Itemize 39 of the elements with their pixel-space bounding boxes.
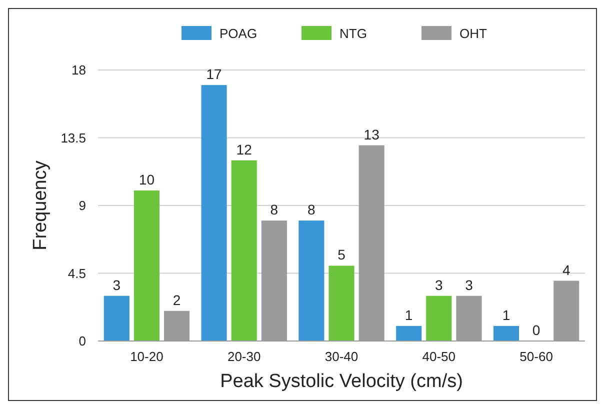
y-axis-title: Frequency [30,160,51,250]
x-tick-label: 30-40 [324,349,358,364]
bar [298,220,324,341]
data-label: 3 [465,276,474,293]
bar [493,326,520,341]
data-label: 0 [532,322,540,338]
data-label: 5 [338,246,346,263]
x-tick-label: 10-20 [130,349,164,364]
legend-label: NTG [340,26,367,41]
bar [396,326,422,341]
x-tick-label: 40-50 [422,349,456,364]
data-label: 13 [364,126,380,142]
legend-label: OHT [460,26,487,41]
x-axis-title: Peak Systolic Velocity (cm/s) [220,371,463,392]
data-label: 2 [172,292,181,308]
y-tick-label: 4.5 [68,266,86,281]
data-label: 12 [236,141,252,158]
y-tick-label: 13.5 [60,130,86,146]
x-tick-label: 50-60 [520,349,553,364]
bar [231,160,257,341]
data-label: 8 [308,202,316,218]
data-label: 4 [562,262,570,278]
data-label: 17 [206,66,222,82]
data-label: 8 [270,202,278,218]
bar [328,266,354,341]
data-label: 10 [138,171,155,188]
legend-label: POAG [220,26,258,41]
data-label: 1 [404,306,413,323]
y-tick-label: 0 [78,334,86,349]
x-tick-label: 20-30 [227,349,261,364]
y-tick-label: 9 [78,198,86,214]
data-label: 3 [112,276,121,293]
y-tick-label: 18 [72,62,86,78]
bar [134,190,160,341]
bar [201,85,227,341]
bar [426,296,452,341]
data-label: 3 [435,276,443,293]
bar [104,296,130,341]
data-label: 1 [502,306,510,323]
